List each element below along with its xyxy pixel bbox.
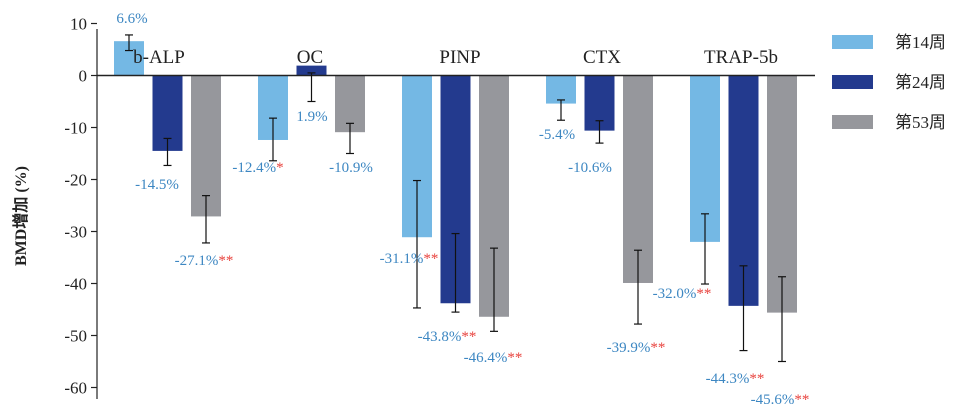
data-label: -27.1%** [175,253,234,269]
legend-swatch [832,35,873,49]
data-label-value: -44.3% [706,371,750,387]
significance-mark: ** [650,340,665,356]
data-label-value: -10.6% [568,160,612,176]
y-tick-label: 0 [79,67,88,86]
data-label: 6.6% [116,11,147,27]
data-label: -43.8%** [418,329,477,345]
legend-label: 第53周 [895,113,946,132]
data-label: -39.9%** [607,340,666,356]
y-tick-label: -60 [64,379,87,398]
significance-mark: ** [794,392,809,408]
y-tick-label: -50 [64,327,87,346]
error-bar-group [125,34,786,363]
data-label-value: -10.9% [329,160,373,176]
significance-mark: ** [749,371,764,387]
data-label: -12.4%* [232,160,283,176]
y-axis: 10 0 -10 -20 -30 -40 -50 -60 BMD增加 (%) [11,15,98,399]
bar-CTX-第53周 [623,75,653,283]
y-tick-label: -20 [64,171,87,190]
data-label: -10.9% [329,160,373,176]
y-tick-label: -10 [64,119,87,138]
y-tick-label: -40 [64,275,87,294]
data-label-value: -31.1% [380,251,424,267]
y-tick-label: -30 [64,223,87,242]
bar-CTX-第14周 [546,75,576,104]
bar-OC-第53周 [335,75,365,133]
data-label-value: -12.4% [232,160,276,176]
legend-label: 第14周 [895,33,946,52]
category-label: TRAP-5b [704,47,778,68]
category-label: OC [297,47,323,68]
y-tick-label: 10 [70,15,87,34]
data-label-group: 6.6%-12.4%*-31.1%**-5.4%-32.0%**-14.5%1.… [116,11,809,408]
data-label-value: -32.0% [653,286,697,302]
category-label: PINP [439,47,480,68]
bar-OC-第24周 [296,65,327,76]
data-label: -46.4%** [464,350,523,366]
significance-mark: ** [507,350,522,366]
bar-b-ALP-第53周 [191,75,221,217]
data-label-value: 1.9% [296,109,327,125]
data-label-value: -45.6% [751,392,795,408]
data-label-value: 6.6% [116,11,147,27]
data-label-value: -43.8% [418,329,462,345]
significance-mark: ** [218,253,233,269]
data-label-value: -5.4% [539,127,575,143]
data-label: -44.3%** [706,371,765,387]
data-label-value: -27.1% [175,253,219,269]
category-label: b-ALP [133,47,185,68]
data-label: -10.6% [568,160,612,176]
data-label-value: -14.5% [135,177,179,193]
y-tick-group: 10 0 -10 -20 -30 -40 -50 -60 [64,15,97,398]
data-label: -31.1%** [380,251,439,267]
significance-mark: ** [461,329,476,345]
category-label: CTX [583,47,621,68]
legend-label: 第24周 [895,73,946,92]
y-axis-label: BMD增加 (%) [11,166,30,266]
significance-mark: ** [423,251,438,267]
bar-TRAP-5b-第53周 [767,75,797,313]
data-label-value: -46.4% [464,350,508,366]
data-label: -45.6%** [751,392,810,408]
data-label: 1.9% [296,109,327,125]
data-label: -5.4% [539,127,575,143]
legend-swatch [832,75,873,89]
significance-mark: ** [696,286,711,302]
category-labels: b-ALP OC PINP CTX TRAP-5b [133,47,778,68]
data-label: -14.5% [135,177,179,193]
legend-swatch [832,115,873,129]
significance-mark: * [276,160,284,176]
data-label-value: -39.9% [607,340,651,356]
data-label: -32.0%** [653,286,712,302]
